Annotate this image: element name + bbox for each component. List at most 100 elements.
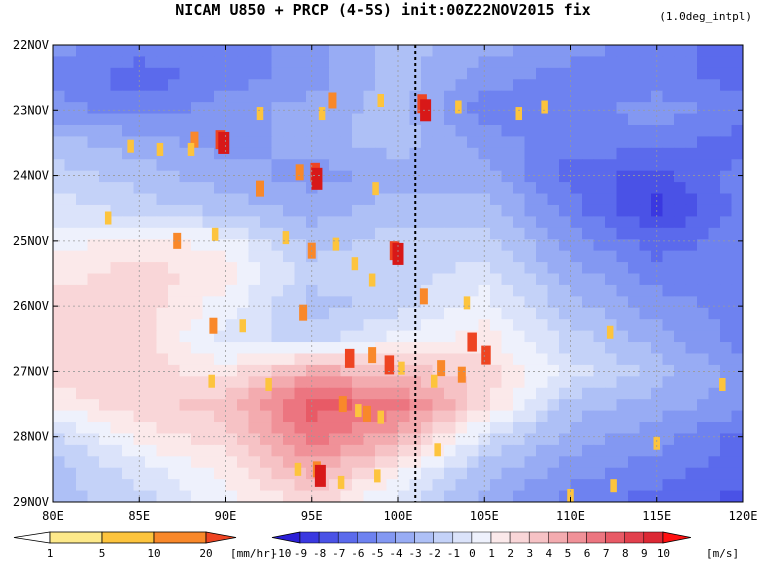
u850-cell: [168, 113, 181, 126]
u850-cell: [547, 147, 560, 160]
u850-cell: [306, 387, 319, 400]
u850-cell: [444, 410, 457, 423]
u850-cell: [64, 250, 77, 263]
u850-cell: [53, 147, 66, 160]
u850-cell: [547, 56, 560, 69]
u850-cell: [156, 113, 169, 126]
u850-cell: [662, 342, 675, 355]
u850-cell: [110, 79, 123, 92]
u850-cell: [329, 376, 342, 389]
u850-cell: [352, 296, 365, 309]
u850-cell: [202, 250, 215, 263]
u850-cell: [64, 456, 77, 469]
u850-cell: [110, 90, 123, 103]
u850-cell: [76, 227, 89, 240]
u850-cell: [76, 319, 89, 332]
plot-area: [52, 44, 744, 503]
u850-cell: [455, 56, 468, 69]
u850-cell: [248, 79, 261, 92]
u850-cell: [720, 307, 733, 320]
u850-cell: [651, 353, 664, 366]
u850-cell: [674, 433, 687, 446]
u850-cell: [674, 90, 687, 103]
u850-cell: [271, 204, 284, 217]
u850-cell: [513, 227, 526, 240]
u850-cell: [260, 342, 273, 355]
u850-cell: [628, 45, 641, 58]
u850-cell: [559, 170, 572, 183]
u850-cell: [513, 159, 526, 172]
u850-cell: [248, 342, 261, 355]
u850-cell: [375, 353, 388, 366]
u850-cell: [237, 124, 250, 137]
u850-cell: [191, 490, 204, 502]
u850-cell: [375, 159, 388, 172]
u850-cell: [237, 444, 250, 457]
u850-cell: [639, 467, 652, 480]
u850-cell: [352, 342, 365, 355]
u850-cell: [283, 422, 296, 435]
u850-cell: [363, 204, 376, 217]
precip-colorbar-unit: [mm/hr]: [230, 547, 276, 560]
u850-cell: [547, 353, 560, 366]
u850-cell: [432, 387, 445, 400]
u850-cell: [490, 273, 503, 286]
u850-cell: [317, 284, 330, 297]
u850-cell: [593, 147, 606, 160]
u850-cell: [708, 90, 721, 103]
u850-cell: [536, 433, 549, 446]
u850-cell: [697, 467, 710, 480]
u850-cell: [697, 204, 710, 217]
u850-cell: [731, 124, 743, 137]
u850-cell: [168, 136, 181, 149]
u850-cell: [398, 456, 411, 469]
u850-cell: [87, 159, 100, 172]
u850-cell: [593, 45, 606, 58]
u850-cell: [582, 353, 595, 366]
u850-cell: [110, 376, 123, 389]
u850-cell: [582, 193, 595, 206]
u850-cell: [168, 490, 181, 502]
u850-cell: [87, 239, 100, 252]
u850-cell: [156, 433, 169, 446]
u850-cell: [582, 456, 595, 469]
u850-cell: [674, 342, 687, 355]
u850-cell: [605, 102, 618, 115]
u850-cell: [409, 444, 422, 457]
u850-cell: [283, 330, 296, 343]
u850-cell: [616, 204, 629, 217]
u850-cell: [593, 467, 606, 480]
u850-cell: [99, 147, 112, 160]
u850-cell: [271, 422, 284, 435]
u850-cell: [329, 204, 342, 217]
u850-colorbar-box: [433, 531, 454, 544]
u850-cell: [237, 364, 250, 377]
u850-cell: [110, 410, 123, 423]
u850-cell: [593, 79, 606, 92]
u850-cell: [731, 56, 743, 69]
u850-cell: [156, 376, 169, 389]
u850-cell: [375, 444, 388, 457]
u850-cell: [593, 227, 606, 240]
u850-colorbar-label: 10: [657, 547, 670, 560]
precip-cell: [419, 288, 428, 305]
u850-cell: [340, 102, 353, 115]
u850-cell: [444, 296, 457, 309]
u850-cell: [87, 330, 100, 343]
u850-cell: [237, 182, 250, 195]
u850-cell: [444, 227, 457, 240]
u850-cell: [329, 422, 342, 435]
u850-cell: [455, 147, 468, 160]
u850-cell: [145, 342, 158, 355]
u850-cell: [455, 159, 468, 172]
u850-cell: [582, 79, 595, 92]
u850-cell: [570, 479, 583, 492]
u850-cell: [536, 79, 549, 92]
u850-cell: [156, 227, 169, 240]
x-tick-label: 90E: [215, 509, 237, 523]
u850-cell: [214, 307, 227, 320]
u850-cell: [179, 216, 192, 229]
u850-cell: [168, 182, 181, 195]
u850-cell: [501, 193, 514, 206]
u850-cell: [455, 467, 468, 480]
